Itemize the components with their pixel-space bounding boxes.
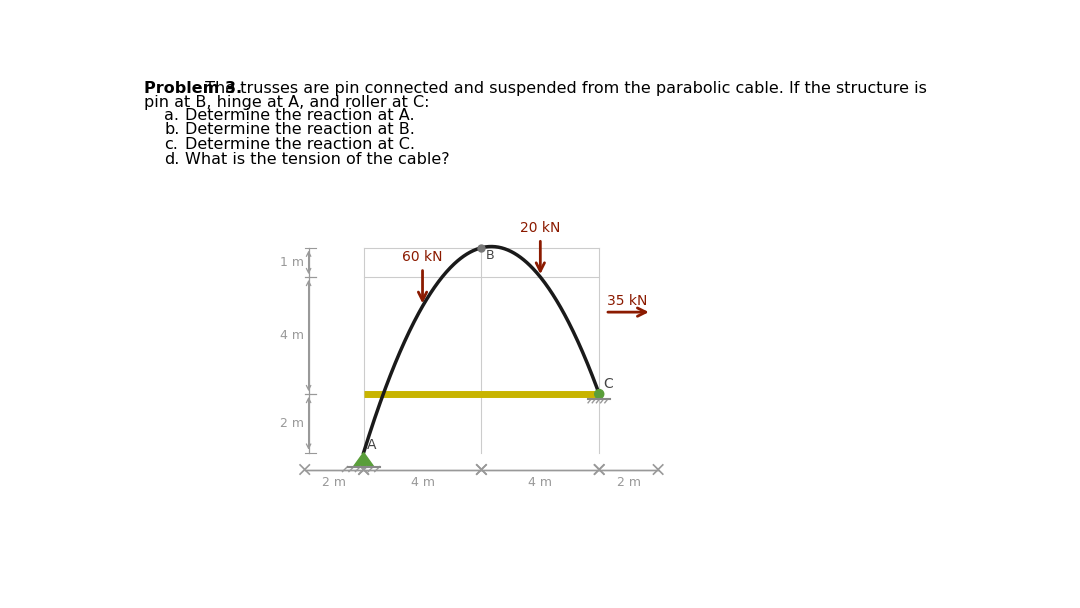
Text: 4 m: 4 m bbox=[528, 475, 552, 489]
Text: Determine the reaction at B.: Determine the reaction at B. bbox=[186, 122, 415, 137]
Text: 35 kN: 35 kN bbox=[607, 294, 648, 308]
Text: 60 kN: 60 kN bbox=[402, 250, 443, 264]
Text: 2 m: 2 m bbox=[280, 417, 303, 430]
Text: Determine the reaction at A.: Determine the reaction at A. bbox=[186, 108, 415, 123]
Text: 4 m: 4 m bbox=[280, 329, 303, 342]
Text: 4 m: 4 m bbox=[410, 475, 434, 489]
Text: C: C bbox=[603, 377, 612, 391]
Polygon shape bbox=[353, 452, 374, 466]
Text: a.: a. bbox=[164, 108, 179, 123]
Text: 20 kN: 20 kN bbox=[521, 221, 561, 235]
Text: 2 m: 2 m bbox=[617, 475, 640, 489]
Text: b.: b. bbox=[164, 122, 180, 137]
Text: B: B bbox=[485, 249, 494, 262]
Text: pin at B, hinge at A, and roller at C:: pin at B, hinge at A, and roller at C: bbox=[145, 94, 430, 109]
Text: 1 m: 1 m bbox=[280, 256, 303, 269]
Text: 2 m: 2 m bbox=[322, 475, 347, 489]
Text: Problem 3.: Problem 3. bbox=[145, 81, 242, 97]
Text: d.: d. bbox=[164, 151, 180, 167]
Text: Determine the reaction at C.: Determine the reaction at C. bbox=[186, 137, 416, 152]
Text: What is the tension of the cable?: What is the tension of the cable? bbox=[186, 151, 450, 167]
Text: A: A bbox=[367, 438, 376, 452]
Circle shape bbox=[595, 390, 604, 399]
Text: The trusses are pin connected and suspended from the parabolic cable. If the str: The trusses are pin connected and suspen… bbox=[200, 81, 927, 97]
Text: c.: c. bbox=[164, 137, 178, 152]
